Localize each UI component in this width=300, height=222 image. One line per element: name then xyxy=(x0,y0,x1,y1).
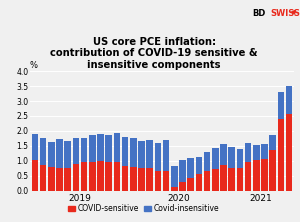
Bar xyxy=(286,86,292,114)
Bar xyxy=(187,178,194,191)
Bar xyxy=(81,138,88,163)
Bar xyxy=(73,164,79,191)
Bar xyxy=(179,160,186,182)
Legend: COVID-sensitive, Covid-insensitive: COVID-sensitive, Covid-insensitive xyxy=(68,204,219,214)
Bar xyxy=(146,140,153,168)
Bar xyxy=(105,163,112,191)
Bar xyxy=(228,168,235,191)
Bar xyxy=(245,143,251,162)
Bar xyxy=(138,141,145,168)
Bar xyxy=(220,144,227,165)
Bar xyxy=(179,182,186,191)
Bar xyxy=(261,145,268,159)
Bar xyxy=(56,168,63,191)
Bar xyxy=(204,152,211,171)
Bar xyxy=(196,157,202,174)
Bar xyxy=(130,138,137,167)
Bar xyxy=(228,147,235,168)
Bar xyxy=(163,140,170,171)
Bar xyxy=(81,163,88,191)
Bar xyxy=(204,171,211,191)
Bar xyxy=(73,138,79,164)
Bar xyxy=(253,145,260,160)
Bar xyxy=(32,134,38,160)
Bar xyxy=(236,168,243,191)
Text: %: % xyxy=(30,61,38,70)
Bar xyxy=(97,161,104,191)
Bar xyxy=(253,160,260,191)
Bar xyxy=(97,134,104,161)
Text: BD: BD xyxy=(252,9,266,18)
Bar xyxy=(220,165,227,191)
Bar xyxy=(89,135,96,162)
Bar xyxy=(105,135,112,163)
Bar xyxy=(154,171,161,191)
Bar xyxy=(245,162,251,191)
Bar xyxy=(261,159,268,191)
Bar xyxy=(48,142,55,167)
Bar xyxy=(89,162,96,191)
Bar xyxy=(56,139,63,168)
Bar xyxy=(122,166,128,191)
Bar xyxy=(40,139,46,165)
Bar xyxy=(269,150,276,191)
Bar xyxy=(212,169,219,191)
Bar xyxy=(48,167,55,191)
Bar xyxy=(163,171,170,191)
Bar xyxy=(113,162,120,191)
Text: SWISS: SWISS xyxy=(270,9,300,18)
Bar xyxy=(171,166,178,187)
Bar xyxy=(212,148,219,169)
Bar xyxy=(138,168,145,191)
Bar xyxy=(154,143,161,171)
Bar xyxy=(64,141,71,168)
Bar xyxy=(278,92,284,119)
Bar xyxy=(286,114,292,191)
Bar xyxy=(236,149,243,168)
Bar xyxy=(64,168,71,191)
Bar xyxy=(122,137,128,166)
Bar xyxy=(146,168,153,191)
Bar xyxy=(269,135,276,150)
Bar xyxy=(187,158,194,178)
Bar xyxy=(171,187,178,191)
Text: US core PCE inflation:
contribution of COVID-19 sensitive &
insensitive componen: US core PCE inflation: contribution of C… xyxy=(50,37,258,70)
Bar xyxy=(113,133,120,162)
Bar xyxy=(40,165,46,191)
Bar xyxy=(196,174,202,191)
Bar xyxy=(130,167,137,191)
Bar xyxy=(32,160,38,191)
Text: ◀: ◀ xyxy=(290,9,295,15)
Bar xyxy=(278,119,284,191)
